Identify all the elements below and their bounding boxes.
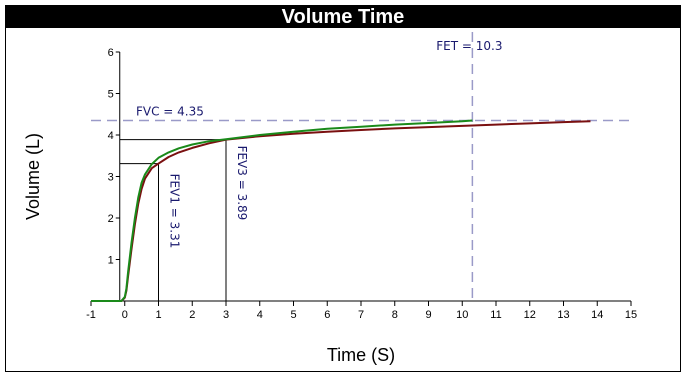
x-tick-label: 13 [557,309,569,321]
chart-frame: Volume Time -1 0 1 2 3 4 5 6 7 8 9 10 11 12 13 14 15 1 2 3 4… [5,5,681,372]
fev3-label: FEV3 = 3.89 [235,146,249,221]
x-tick-label: 8 [392,309,398,321]
series-line [91,119,473,302]
x-tick-label: 15 [625,309,637,321]
fet-label: FET = 10.3 [436,39,502,53]
x-tick-label: 3 [223,309,229,321]
x-tick-label: 12 [524,309,536,321]
x-tick-label: 10 [456,309,468,321]
series-line [91,120,591,302]
y-tick-label: 4 [108,130,114,142]
reference-lines [91,32,634,301]
x-tick-label: 9 [425,309,431,321]
x-tick-label: 7 [358,309,364,321]
y-tick-label: 2 [108,213,114,225]
y-tick-label: 5 [108,89,114,101]
fev1-label: FEV1 = 3.31 [168,174,182,249]
x-tick-label: 0 [122,309,128,321]
y-tick-label: 1 [108,255,114,267]
x-tick-label: 1 [155,309,161,321]
x-tick-label: 4 [257,309,263,321]
series-lines [91,119,591,302]
x-tick-label: 14 [591,309,603,321]
fvc-label: FVC = 4.35 [136,104,204,118]
x-tick-label: 6 [324,309,330,321]
y-tick-label: 3 [108,172,114,184]
x-tick-label: 11 [490,309,501,321]
chart-title: Volume Time [6,6,680,28]
x-tick-label: -1 [86,309,96,321]
labels: Volume (L) Time (S) FVC = 4.35 FET = 10.… [23,39,502,365]
x-tick-label: 5 [290,309,296,321]
y-axis-label: Volume (L) [23,133,43,220]
y-tick-label: 6 [108,47,114,59]
x-axis-label: Time (S) [327,345,395,365]
x-tick-label: 2 [189,309,195,321]
